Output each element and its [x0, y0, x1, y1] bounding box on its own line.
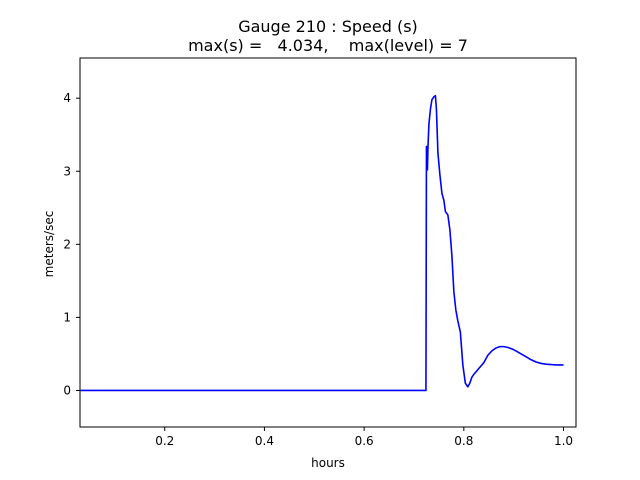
- y-tick-label: 2: [63, 237, 71, 251]
- y-tick-label: 4: [63, 91, 71, 105]
- x-axis-label: hours: [311, 456, 345, 470]
- y-axis-ticks: 0 1 2 3 4: [63, 91, 80, 397]
- x-axis-ticks: 0.2 0.4 0.6 0.8 1.0: [155, 427, 573, 448]
- x-tick-label: 0.8: [454, 434, 473, 448]
- axes-frame: [79, 57, 577, 428]
- x-tick-label: 1.0: [554, 434, 573, 448]
- x-tick-label: 0.2: [155, 434, 174, 448]
- plot-layer: [80, 94, 564, 392]
- speed-series-line: [80, 94, 564, 392]
- chart-title-line1: Gauge 210 : Speed (s): [238, 17, 418, 36]
- x-tick-label: 0.4: [255, 434, 274, 448]
- y-tick-label: 0: [63, 383, 71, 397]
- y-tick-label: 3: [63, 164, 71, 178]
- chart-title-line2: max(s) = 4.034, max(level) = 7: [188, 36, 468, 55]
- y-axis-label: meters/sec: [42, 211, 56, 278]
- y-tick-label: 1: [63, 310, 71, 324]
- x-tick-label: 0.6: [355, 434, 374, 448]
